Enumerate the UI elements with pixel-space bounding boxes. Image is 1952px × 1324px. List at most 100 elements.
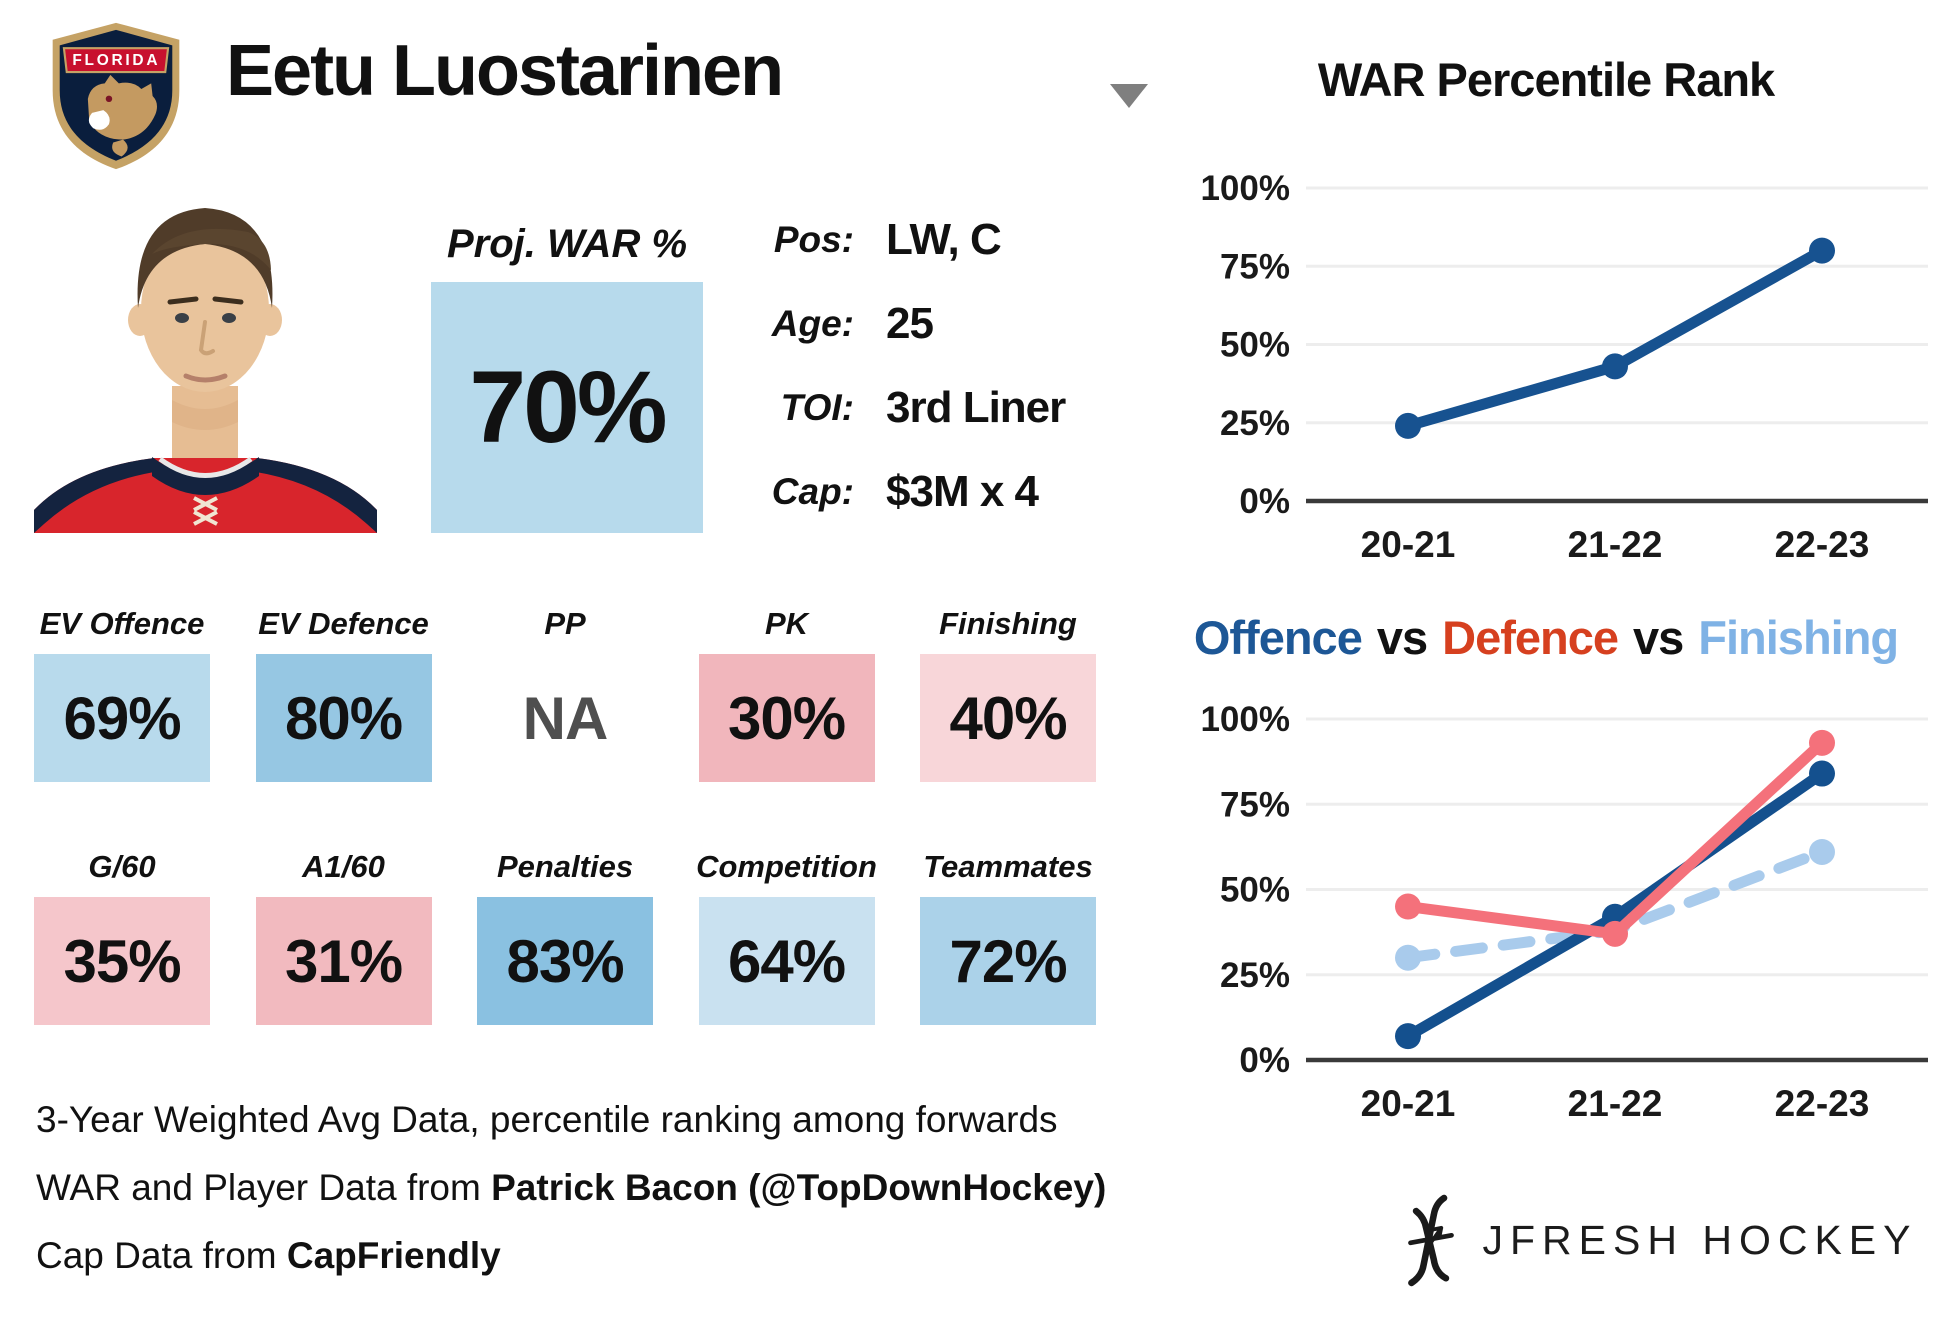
eye-left	[175, 313, 189, 323]
stat-finishing: Finishing 40%	[920, 596, 1096, 782]
stat-ev-offence: EV Offence 69%	[34, 596, 210, 782]
svg-text:50%: 50%	[1220, 326, 1290, 365]
stat-value-box: 69%	[34, 654, 210, 782]
team-logo: FLORIDA	[52, 22, 180, 170]
stat-value-box: NA	[477, 654, 653, 782]
svg-text:0%: 0%	[1239, 1041, 1290, 1080]
crest-banner-text: FLORIDA	[72, 52, 159, 69]
collar-trim	[158, 456, 253, 478]
stat-value-box: 35%	[34, 897, 210, 1025]
stat-value: 64%	[727, 927, 846, 995]
svg-text:100%: 100%	[1200, 169, 1290, 208]
stat-value: 83%	[506, 927, 624, 995]
stat-label: Finishing	[939, 606, 1077, 641]
stat-pk: PK 30%	[698, 596, 875, 782]
bio-label: Cap:	[771, 471, 854, 512]
odf-title-finishing: Finishing	[1698, 611, 1899, 664]
stat-value: 69%	[63, 684, 181, 752]
jersey	[34, 458, 377, 533]
svg-text:20-21: 20-21	[1361, 1083, 1456, 1124]
bio-row-position: Pos: LW, C	[758, 198, 1065, 282]
footer-notes: 3-Year Weighted Avg Data, percentile ran…	[36, 1086, 1106, 1290]
stat-ev-defence: EV Defence 80%	[255, 596, 432, 782]
proj-war-value: 70%	[469, 350, 667, 464]
stat-label: A1/60	[302, 849, 385, 884]
stat-value-box: 40%	[920, 654, 1096, 782]
bio-row-toi: TOI: 3rd Liner	[758, 366, 1067, 450]
neck-shadow	[172, 400, 238, 430]
stat-a160: A1/60 31%	[255, 839, 432, 1025]
stat-value: 80%	[284, 684, 403, 752]
odf-title-vs: vs	[1632, 611, 1684, 664]
footer-line-2: WAR and Player Data from Patrick Bacon (…	[36, 1154, 1106, 1222]
svg-text:75%: 75%	[1220, 785, 1290, 824]
stat-label: PK	[764, 606, 809, 641]
footer-line-1: 3-Year Weighted Avg Data, percentile ran…	[36, 1099, 1058, 1140]
jersey-yoke-left	[34, 458, 161, 533]
svg-text:100%: 100%	[1200, 700, 1290, 739]
footer-text: WAR and Player Data from	[36, 1167, 492, 1208]
stat-label: G/60	[88, 849, 156, 884]
stat-value-box: 30%	[698, 654, 875, 782]
footer-line-3: Cap Data from CapFriendly	[36, 1222, 1106, 1290]
stat-row-2: G/60 35% A1/60 31% Penalties 83% Competi…	[34, 839, 1096, 1025]
stat-g60: G/60 35%	[34, 839, 210, 1025]
dropdown-caret-icon[interactable]	[1110, 84, 1148, 108]
stat-value: 35%	[63, 927, 181, 995]
hair-top	[152, 228, 271, 270]
svg-text:25%: 25%	[1220, 404, 1290, 443]
svg-text:50%: 50%	[1220, 871, 1290, 910]
stat-value: 72%	[949, 927, 1067, 995]
player-bio: Pos: LW, C Age: 25 TOI: 3rd Liner Cap: $…	[758, 198, 1067, 534]
panther-icon	[87, 74, 157, 157]
bio-row-cap: Cap: $3M x 4	[758, 450, 1065, 534]
stat-label: Competition	[696, 849, 877, 884]
svg-text:22-23: 22-23	[1775, 1083, 1870, 1124]
stat-label: Penalties	[496, 849, 634, 884]
stat-value-box: 80%	[255, 654, 432, 782]
footer-credit: Patrick Bacon (@TopDownHockey)	[491, 1167, 1107, 1208]
proj-war-label: Proj. WAR %	[446, 222, 688, 266]
collar	[152, 457, 259, 495]
bio-label: TOI:	[780, 387, 854, 428]
svg-text:22-23: 22-23	[1775, 524, 1870, 565]
jfresh-logo-icon	[1407, 1194, 1454, 1287]
player-name: Eetu Luostarinen	[226, 31, 784, 111]
mouth	[183, 373, 228, 383]
nose	[198, 320, 215, 356]
stat-label: PP	[544, 606, 586, 641]
stat-row-1: EV Offence 69% EV Defence 80% PP NA PK 3…	[34, 596, 1096, 782]
odf-title-offence: Offence	[1193, 611, 1363, 664]
stat-value: 40%	[949, 684, 1067, 752]
stat-label: Teammates	[923, 849, 1093, 884]
stat-value-box: 72%	[920, 897, 1096, 1025]
bio-value: LW, C	[886, 215, 1002, 264]
odf-title-vs: vs	[1376, 611, 1428, 664]
eyebrows	[167, 296, 244, 305]
proj-war-value-box: 70%	[431, 282, 703, 533]
svg-text:25%: 25%	[1220, 956, 1290, 995]
offence-defence-finishing-chart: 100% 75% 50% 25% 0% 20-21 21-22 22-23	[1200, 700, 1928, 1124]
svg-text:21-22: 21-22	[1568, 1083, 1663, 1124]
stat-penalties: Penalties 83%	[477, 839, 653, 1025]
crest-banner	[62, 47, 170, 74]
player-photo	[34, 208, 377, 533]
bio-value: 3rd Liner	[886, 383, 1066, 432]
stat-value: NA	[522, 684, 609, 752]
face	[141, 228, 269, 392]
war-percentile-chart: 100% 75% 50% 25% 0% 20-21 21-22 22-23	[1200, 169, 1928, 565]
svg-text:20-21: 20-21	[1361, 524, 1456, 565]
stat-label: EV Offence	[39, 606, 205, 641]
footer-credit: CapFriendly	[286, 1235, 501, 1276]
odf-title-defence: Defence	[1442, 611, 1619, 664]
stat-value-box: 83%	[477, 897, 653, 1025]
bio-value: 25	[886, 299, 934, 348]
eye-right	[222, 313, 236, 323]
bio-row-age: Age: 25	[758, 282, 1065, 366]
jersey-lace	[193, 496, 218, 526]
jersey-yoke-right	[250, 458, 377, 533]
footer-text: Cap Data from	[36, 1235, 287, 1276]
brand-name: JFRESH HOCKEY	[1482, 1216, 1918, 1263]
svg-text:75%: 75%	[1220, 247, 1290, 286]
